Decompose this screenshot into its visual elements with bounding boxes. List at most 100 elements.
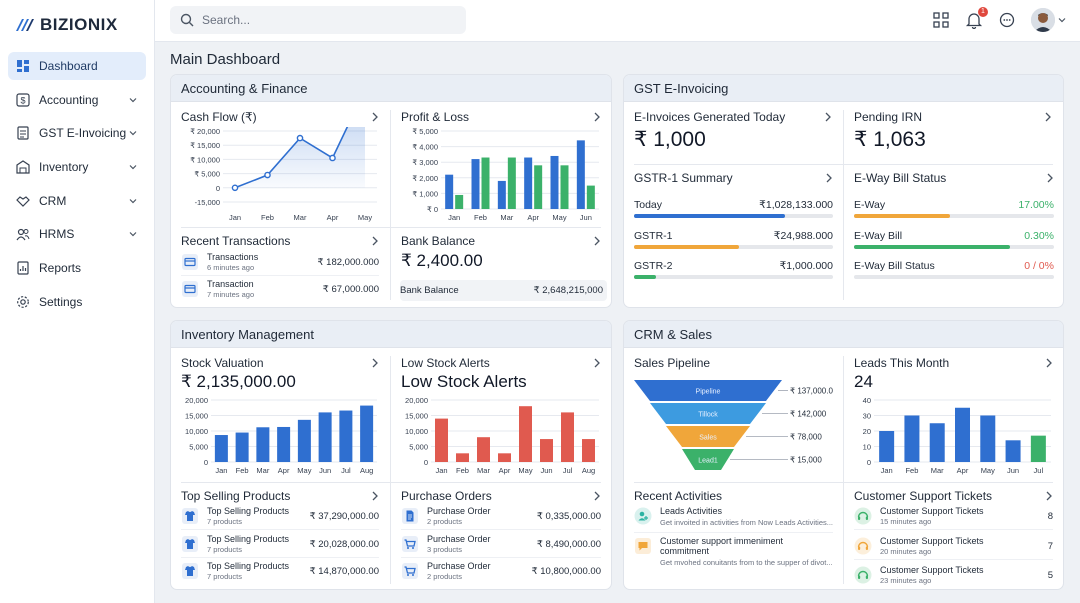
chevron-right-icon[interactable] xyxy=(593,491,601,501)
sidebar-item-inventory[interactable]: Inventory xyxy=(8,153,146,181)
bar[interactable] xyxy=(445,174,454,209)
bar[interactable] xyxy=(477,437,490,462)
funnel-stage[interactable] xyxy=(650,403,766,424)
bar[interactable] xyxy=(904,415,920,463)
transaction-row[interactable]: Transaction 7 minutes ago ₹ 67,000.000 xyxy=(181,277,379,303)
bar[interactable] xyxy=(519,406,532,462)
profit-loss-card[interactable]: Profit & Loss ₹ 5,000 ₹ 4,000 ₹ 3,000 ₹ 2,0… xyxy=(401,110,601,222)
bar[interactable] xyxy=(497,180,506,209)
sidebar-item-gst-e-invoicing[interactable]: GST E-Invoicing xyxy=(8,119,146,147)
transaction-row[interactable]: Transactions 6 minutes ago ₹ 182,000.000 xyxy=(181,250,379,276)
bar[interactable] xyxy=(455,194,464,209)
chevron-right-icon[interactable] xyxy=(371,358,379,368)
chevron-down-icon[interactable] xyxy=(1058,16,1066,24)
bar[interactable] xyxy=(955,407,970,462)
low-stock-card[interactable]: Low Stock Alerts Low Stock Alerts 20,000… xyxy=(401,356,601,478)
bar[interactable] xyxy=(582,439,595,462)
product-row[interactable]: Top Selling Products 7 products ₹ 14,870,0… xyxy=(181,559,379,585)
bank-balance-card[interactable]: Bank Balance ₹ 2,400.00 Bank Balance ₹ 2… xyxy=(400,234,607,304)
sidebar-item-dashboard[interactable]: Dashboard xyxy=(8,52,146,80)
bar[interactable] xyxy=(297,419,311,462)
bar[interactable] xyxy=(507,157,516,209)
brand-logo[interactable]: BIZIONIX xyxy=(0,0,154,40)
sales-pipeline-card[interactable]: Sales Pipeline Pipeline ₹ 137,000.00 Tillo… xyxy=(634,356,833,478)
support-ticket-row[interactable]: Customer Support Tickets 15 minutes ago 8 xyxy=(854,504,1053,530)
recent-activities-card[interactable]: Recent Activities Leads Activities Get in… xyxy=(634,489,833,584)
funnel-stage[interactable] xyxy=(666,426,750,447)
support-ticket-row[interactable]: Customer Support Tickets 23 minutes ago 5 xyxy=(854,563,1053,589)
bar[interactable] xyxy=(586,185,595,209)
bar[interactable] xyxy=(560,165,569,209)
pending-irn-card[interactable]: Pending IRN ₹ 1,063 xyxy=(854,110,1052,160)
leads-this-month-card[interactable]: Leads This Month 24 40 30 20 10 0 Jan Feb Mar Ap… xyxy=(854,356,1053,478)
chevron-down-icon[interactable] xyxy=(128,196,138,206)
bar[interactable] xyxy=(318,412,332,462)
sidebar-item-settings[interactable]: Settings xyxy=(8,288,146,316)
bar[interactable] xyxy=(456,453,469,462)
bar[interactable] xyxy=(1005,440,1021,462)
bar[interactable] xyxy=(524,157,533,209)
chevron-right-icon[interactable] xyxy=(371,491,379,501)
bar[interactable] xyxy=(256,427,270,462)
chevron-right-icon[interactable] xyxy=(1045,358,1053,368)
purchase-order-row[interactable]: Purchase Order 2 products ₹ 10,800,000.00 xyxy=(401,559,601,585)
chevron-right-icon[interactable] xyxy=(825,173,833,183)
bar[interactable] xyxy=(540,439,553,462)
chevron-right-icon[interactable] xyxy=(593,236,601,246)
bar[interactable] xyxy=(879,431,895,462)
apps-grid-icon[interactable] xyxy=(932,11,950,29)
activity-row[interactable]: Leads Activities Get invoited in activiti… xyxy=(634,504,833,533)
bar[interactable] xyxy=(277,426,291,462)
bar[interactable] xyxy=(481,157,490,209)
search-input[interactable] xyxy=(202,13,442,27)
bar[interactable] xyxy=(980,415,996,463)
product-row[interactable]: Top Selling Products 7 products ₹ 20,028,0… xyxy=(181,532,379,558)
sidebar-item-accounting[interactable]: $ Accounting xyxy=(8,86,146,114)
purchase-orders-card[interactable]: Purchase Orders Purchase Order 2 products… xyxy=(401,489,601,584)
data-point[interactable] xyxy=(231,184,239,192)
stock-valuation-card[interactable]: Stock Valuation ₹ 2,135,000.00 20,000 15,… xyxy=(181,356,379,478)
gstr1-summary-card[interactable]: GSTR-1 Summary Today ₹1,028,133.000 GSTR-1… xyxy=(634,171,833,301)
activity-row[interactable]: Customer support immeniment commitment Ge… xyxy=(634,534,833,568)
data-point[interactable] xyxy=(329,154,336,162)
bar[interactable] xyxy=(561,412,574,462)
support-tickets-card[interactable]: Customer Support Tickets Customer Suppor… xyxy=(854,489,1053,585)
bell-icon[interactable]: 1 xyxy=(965,7,988,29)
sidebar-item-hrms[interactable]: HRMS xyxy=(8,220,146,248)
data-point[interactable] xyxy=(264,171,271,179)
chevron-down-icon[interactable] xyxy=(128,128,138,138)
search-box[interactable] xyxy=(170,6,466,34)
chevron-right-icon[interactable] xyxy=(593,112,601,122)
chevron-down-icon[interactable] xyxy=(128,229,138,239)
bar[interactable] xyxy=(339,410,353,462)
bar[interactable] xyxy=(214,435,228,462)
bar[interactable] xyxy=(471,159,480,209)
bar[interactable] xyxy=(435,418,448,462)
bar[interactable] xyxy=(929,423,945,462)
chevron-down-icon[interactable] xyxy=(128,95,138,105)
user-menu[interactable] xyxy=(1031,8,1066,32)
chevron-right-icon[interactable] xyxy=(824,112,832,122)
chevron-right-icon[interactable] xyxy=(1045,491,1053,501)
bar[interactable] xyxy=(576,140,585,209)
support-ticket-row[interactable]: Customer Support Tickets 20 minutes ago 7 xyxy=(854,534,1053,560)
chevron-right-icon[interactable] xyxy=(1046,173,1054,183)
einvoices-today-card[interactable]: E-Invoices Generated Today ₹ 1,000 xyxy=(634,110,832,160)
product-row[interactable]: Top Selling Products 7 products ₹ 37,290,0… xyxy=(181,504,379,530)
sidebar-item-reports[interactable]: Reports xyxy=(8,254,146,282)
chevron-right-icon[interactable] xyxy=(593,358,601,368)
purchase-order-row[interactable]: Purchase Order 2 products ₹ 0,335,000.00 xyxy=(401,504,601,530)
bar[interactable] xyxy=(550,155,559,209)
top-selling-card[interactable]: Top Selling Products Top Selling Product… xyxy=(181,489,379,584)
chevron-down-icon[interactable] xyxy=(128,162,138,172)
bar[interactable] xyxy=(235,432,249,462)
funnel-stage[interactable] xyxy=(634,380,782,401)
sidebar-item-crm[interactable]: CRM xyxy=(8,187,146,215)
avatar[interactable] xyxy=(1031,8,1055,32)
cash-flow-card[interactable]: Cash Flow (₹) ₹ 20,000 ₹ 15,000 ₹ 10,000 ₹ … xyxy=(181,110,379,222)
purchase-order-row[interactable]: Purchase Order 3 products ₹ 8,490,000.00 xyxy=(401,532,601,558)
chevron-right-icon[interactable] xyxy=(371,112,379,122)
bar[interactable] xyxy=(360,405,374,462)
chevron-right-icon[interactable] xyxy=(1044,112,1052,122)
bar[interactable] xyxy=(498,453,511,462)
